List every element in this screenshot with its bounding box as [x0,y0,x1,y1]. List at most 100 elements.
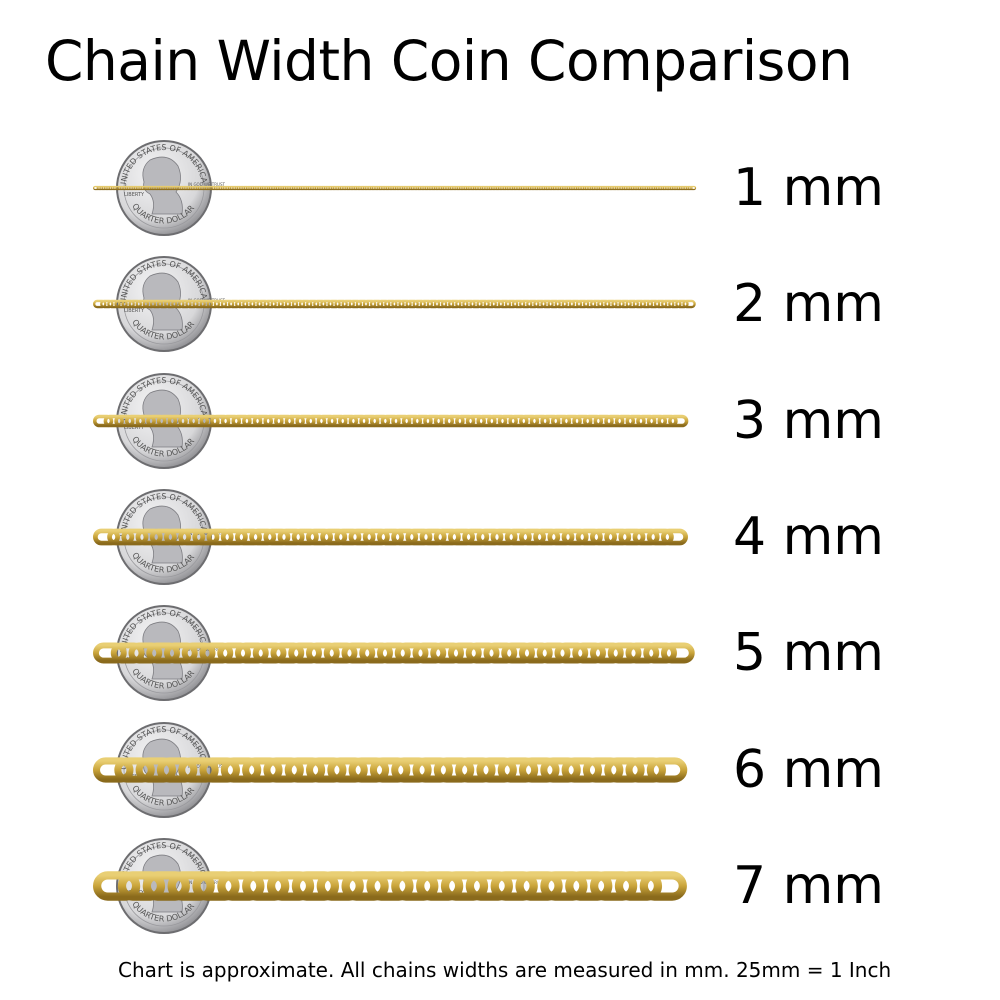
chain-link [604,528,632,546]
chain-link [398,185,406,191]
chain-link [391,871,439,901]
chain-link [536,642,571,664]
chain-link [590,871,638,901]
chain-link [405,185,413,191]
chain-link [629,185,636,191]
chain-link [231,185,239,191]
chain-link [149,528,177,546]
chain-link [575,300,590,309]
chain-link [281,185,288,191]
chain-link [320,300,334,309]
chain-link [334,185,342,191]
chain-link [220,300,235,309]
chain-link [391,528,419,546]
width-label: 7 mm [733,855,884,916]
chain-link [575,185,583,191]
chain-link [661,642,695,664]
chain-row: UNITED STATES OF AMERICA QUARTER DOLLAR … [0,130,1000,246]
chain-link [163,300,178,309]
chain-link [483,642,518,664]
chain-link [504,300,519,309]
chain-link [419,185,427,191]
chain-link [167,185,175,191]
chain-link [249,185,256,191]
chain-link [284,756,326,783]
chain-link [504,528,532,546]
chain-link [426,300,441,309]
chain-link [646,185,654,191]
chain-link [561,185,569,191]
chain-link [465,414,486,427]
chain-link [306,414,327,427]
chain-link [455,185,462,191]
chain-link [533,185,540,191]
chain-link [156,756,198,783]
chain-link [412,642,447,664]
chain-link [550,414,572,427]
chain-link [355,300,370,309]
chain-link [668,414,689,427]
chain-link [398,300,412,309]
chain-link [394,642,429,664]
chain-link [135,756,177,783]
chain-link [238,185,246,191]
chain-link [185,185,193,191]
width-label: 3 mm [733,390,884,451]
chain-link [128,185,136,191]
chain-link [305,300,320,309]
chain-link [533,528,561,546]
chain-link [618,185,626,191]
chain-link [337,414,359,427]
chain-link [593,414,614,427]
chain-link [526,300,540,309]
chain-link [448,642,482,664]
chain-link [235,528,262,546]
chain-illustration: UNITED STATES OF AMERICA QUARTER DOLLAR … [92,140,697,236]
chain-link [295,414,316,427]
chain-link [455,414,476,427]
chain-link [529,414,550,427]
chain-link [590,642,624,664]
chain-link [263,300,277,309]
chain-link [384,185,391,191]
chain-link [192,185,200,191]
chain-link [199,185,207,191]
chain-row: UNITED STATES OF AMERICA QUARTER DOLLAR … [0,712,1000,828]
chain-link [174,185,182,191]
chain-link [412,414,433,427]
svg-text:IN GOD WE TRUST: IN GOD WE TRUST [188,531,225,536]
chain-link [462,528,490,546]
chain-link [153,185,161,191]
chain-link [625,185,633,191]
chain-link [245,185,253,191]
chain-link [536,185,544,191]
chain-link [348,185,356,191]
chain-link [550,185,558,191]
chain-link [568,185,576,191]
chain-link [540,871,588,901]
chain-link [167,871,215,901]
page-title: Chain Width Coin Comparison [45,29,853,93]
chain-link [291,871,340,901]
chain-link [440,185,448,191]
chain-link [369,185,377,191]
chain-link [284,414,305,427]
chain-link [93,642,127,664]
chain-link [270,300,284,309]
chain-link [561,756,603,783]
chain-link [263,414,284,427]
chain-link [412,756,453,783]
chain-link [561,300,576,309]
chain-link [490,300,505,309]
chain-link [465,871,513,901]
chain-link [661,300,675,309]
chain-link [178,414,199,427]
chain-link [146,642,180,664]
chain-link [462,300,476,309]
chain-link [114,185,122,191]
chain-link [249,528,277,546]
chain-illustration: UNITED STATES OF AMERICA QUARTER DOLLAR … [93,605,695,702]
chain-link [114,756,155,783]
chain-link [316,871,364,901]
chain-link [355,185,363,191]
